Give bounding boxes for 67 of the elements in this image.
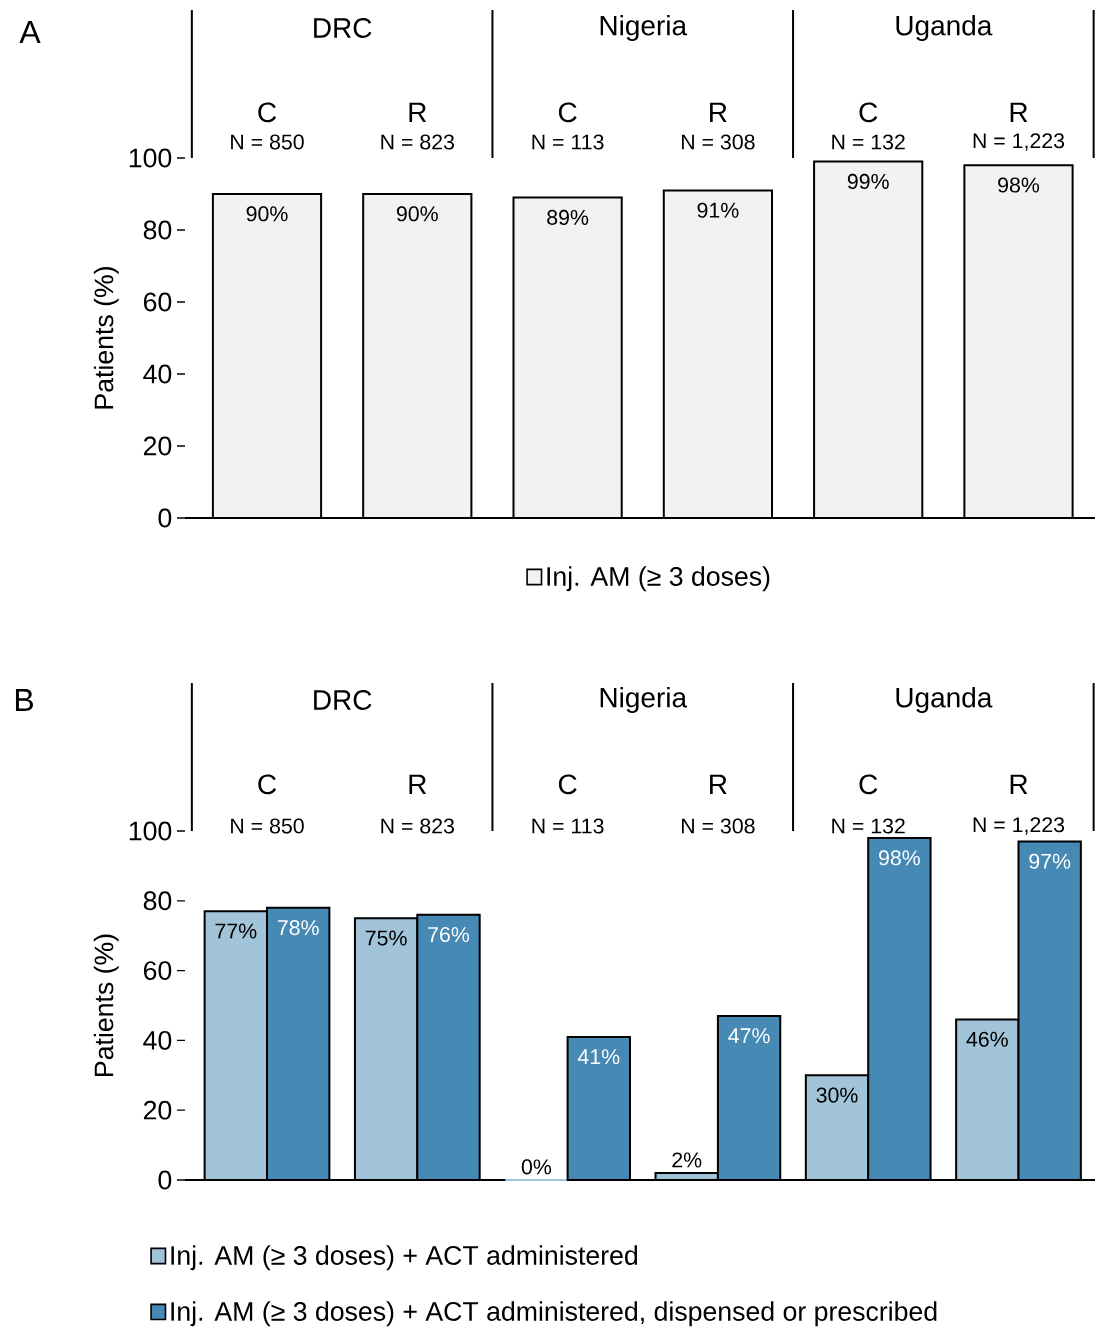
x-tick-label: C [258, 774, 277, 795]
data-label: 89% [547, 209, 589, 225]
text: Uganda [896, 14, 993, 42]
text: N = 823 [381, 134, 454, 150]
y-tick-label: 0 [158, 508, 172, 528]
x-tick-label: R [409, 102, 427, 122]
x-tick-label: R [1010, 774, 1028, 794]
legend-label: Inj. AM (≥ 3 doses) + ACT administered, dispensed or prescribed [171, 1301, 937, 1327]
text: DRC [314, 18, 372, 38]
y-tick-label: 100 [129, 821, 172, 841]
text: Nigeria [600, 686, 688, 714]
y-tick-label: 60 [143, 292, 172, 312]
data-label: 90% [396, 206, 438, 222]
data-label: 78% [277, 920, 319, 936]
y-tick-label: 100 [129, 148, 172, 168]
text: N = 113 [532, 134, 604, 150]
text: DRC [314, 690, 372, 710]
data-label: 97% [1029, 853, 1071, 869]
data-label: 91% [697, 202, 739, 218]
data-label: 77% [215, 923, 257, 939]
y-axis-title: Patients (%) [93, 934, 119, 1076]
x-tick-label: R [409, 774, 427, 794]
y-tick-label: 20 [143, 436, 172, 456]
data-label: 0% [521, 1159, 552, 1175]
y-tick-label: 80 [143, 891, 172, 911]
annotation: N = 308 [682, 818, 755, 834]
data-label: 90% [246, 206, 288, 222]
y-tick-label: 40 [143, 364, 172, 384]
y-axis-title: Patients (%) [93, 267, 119, 409]
y-tick-label: 80 [143, 220, 172, 240]
text: Nigeria [600, 14, 688, 42]
y-tick-label: 0 [158, 1170, 172, 1190]
data-label: 47% [728, 1028, 770, 1044]
annotation: N = 113 [532, 818, 604, 834]
x-tick-label: C [558, 774, 577, 795]
y-tick-label: 40 [143, 1030, 172, 1050]
text: N = 308 [682, 134, 755, 150]
x-tick-label: C [859, 102, 878, 123]
text: N = 850 [231, 134, 304, 150]
data-label: 75% [365, 930, 407, 946]
data-label: 46% [966, 1031, 1008, 1047]
annotation: N = 823 [381, 818, 454, 834]
x-tick-label: R [1010, 102, 1028, 122]
x-tick-label: C [859, 774, 878, 795]
chart-title: B [15, 688, 33, 711]
data-label: 98% [879, 850, 920, 866]
annotation: N = 850 [231, 818, 304, 834]
data-label: 2% [672, 1152, 702, 1168]
legend-label: Inj. AM (≥ 3 doses) + ACT administered [171, 1245, 638, 1271]
text: N = 132 [832, 134, 905, 150]
y-tick-label: 20 [143, 1100, 172, 1120]
text: Uganda [896, 686, 993, 714]
x-tick-label: R [710, 102, 727, 122]
x-tick-label: C [558, 102, 577, 123]
data-label: 98% [998, 177, 1040, 193]
data-label: 76% [428, 927, 470, 943]
annotation: N = 1,223 [973, 817, 1065, 835]
data-label: 30% [816, 1087, 858, 1103]
x-tick-label: R [710, 774, 727, 794]
data-label: 41% [577, 1049, 620, 1065]
y-tick-label: 60 [143, 961, 172, 981]
text: N = 1,223 [973, 133, 1065, 151]
data-label: 99% [847, 173, 889, 189]
x-tick-label: C [258, 102, 277, 123]
legend-label: Inj. AM (≥ 3 doses) [547, 566, 770, 592]
annotation: N = 132 [832, 818, 905, 834]
chart-title: A [19, 20, 41, 43]
